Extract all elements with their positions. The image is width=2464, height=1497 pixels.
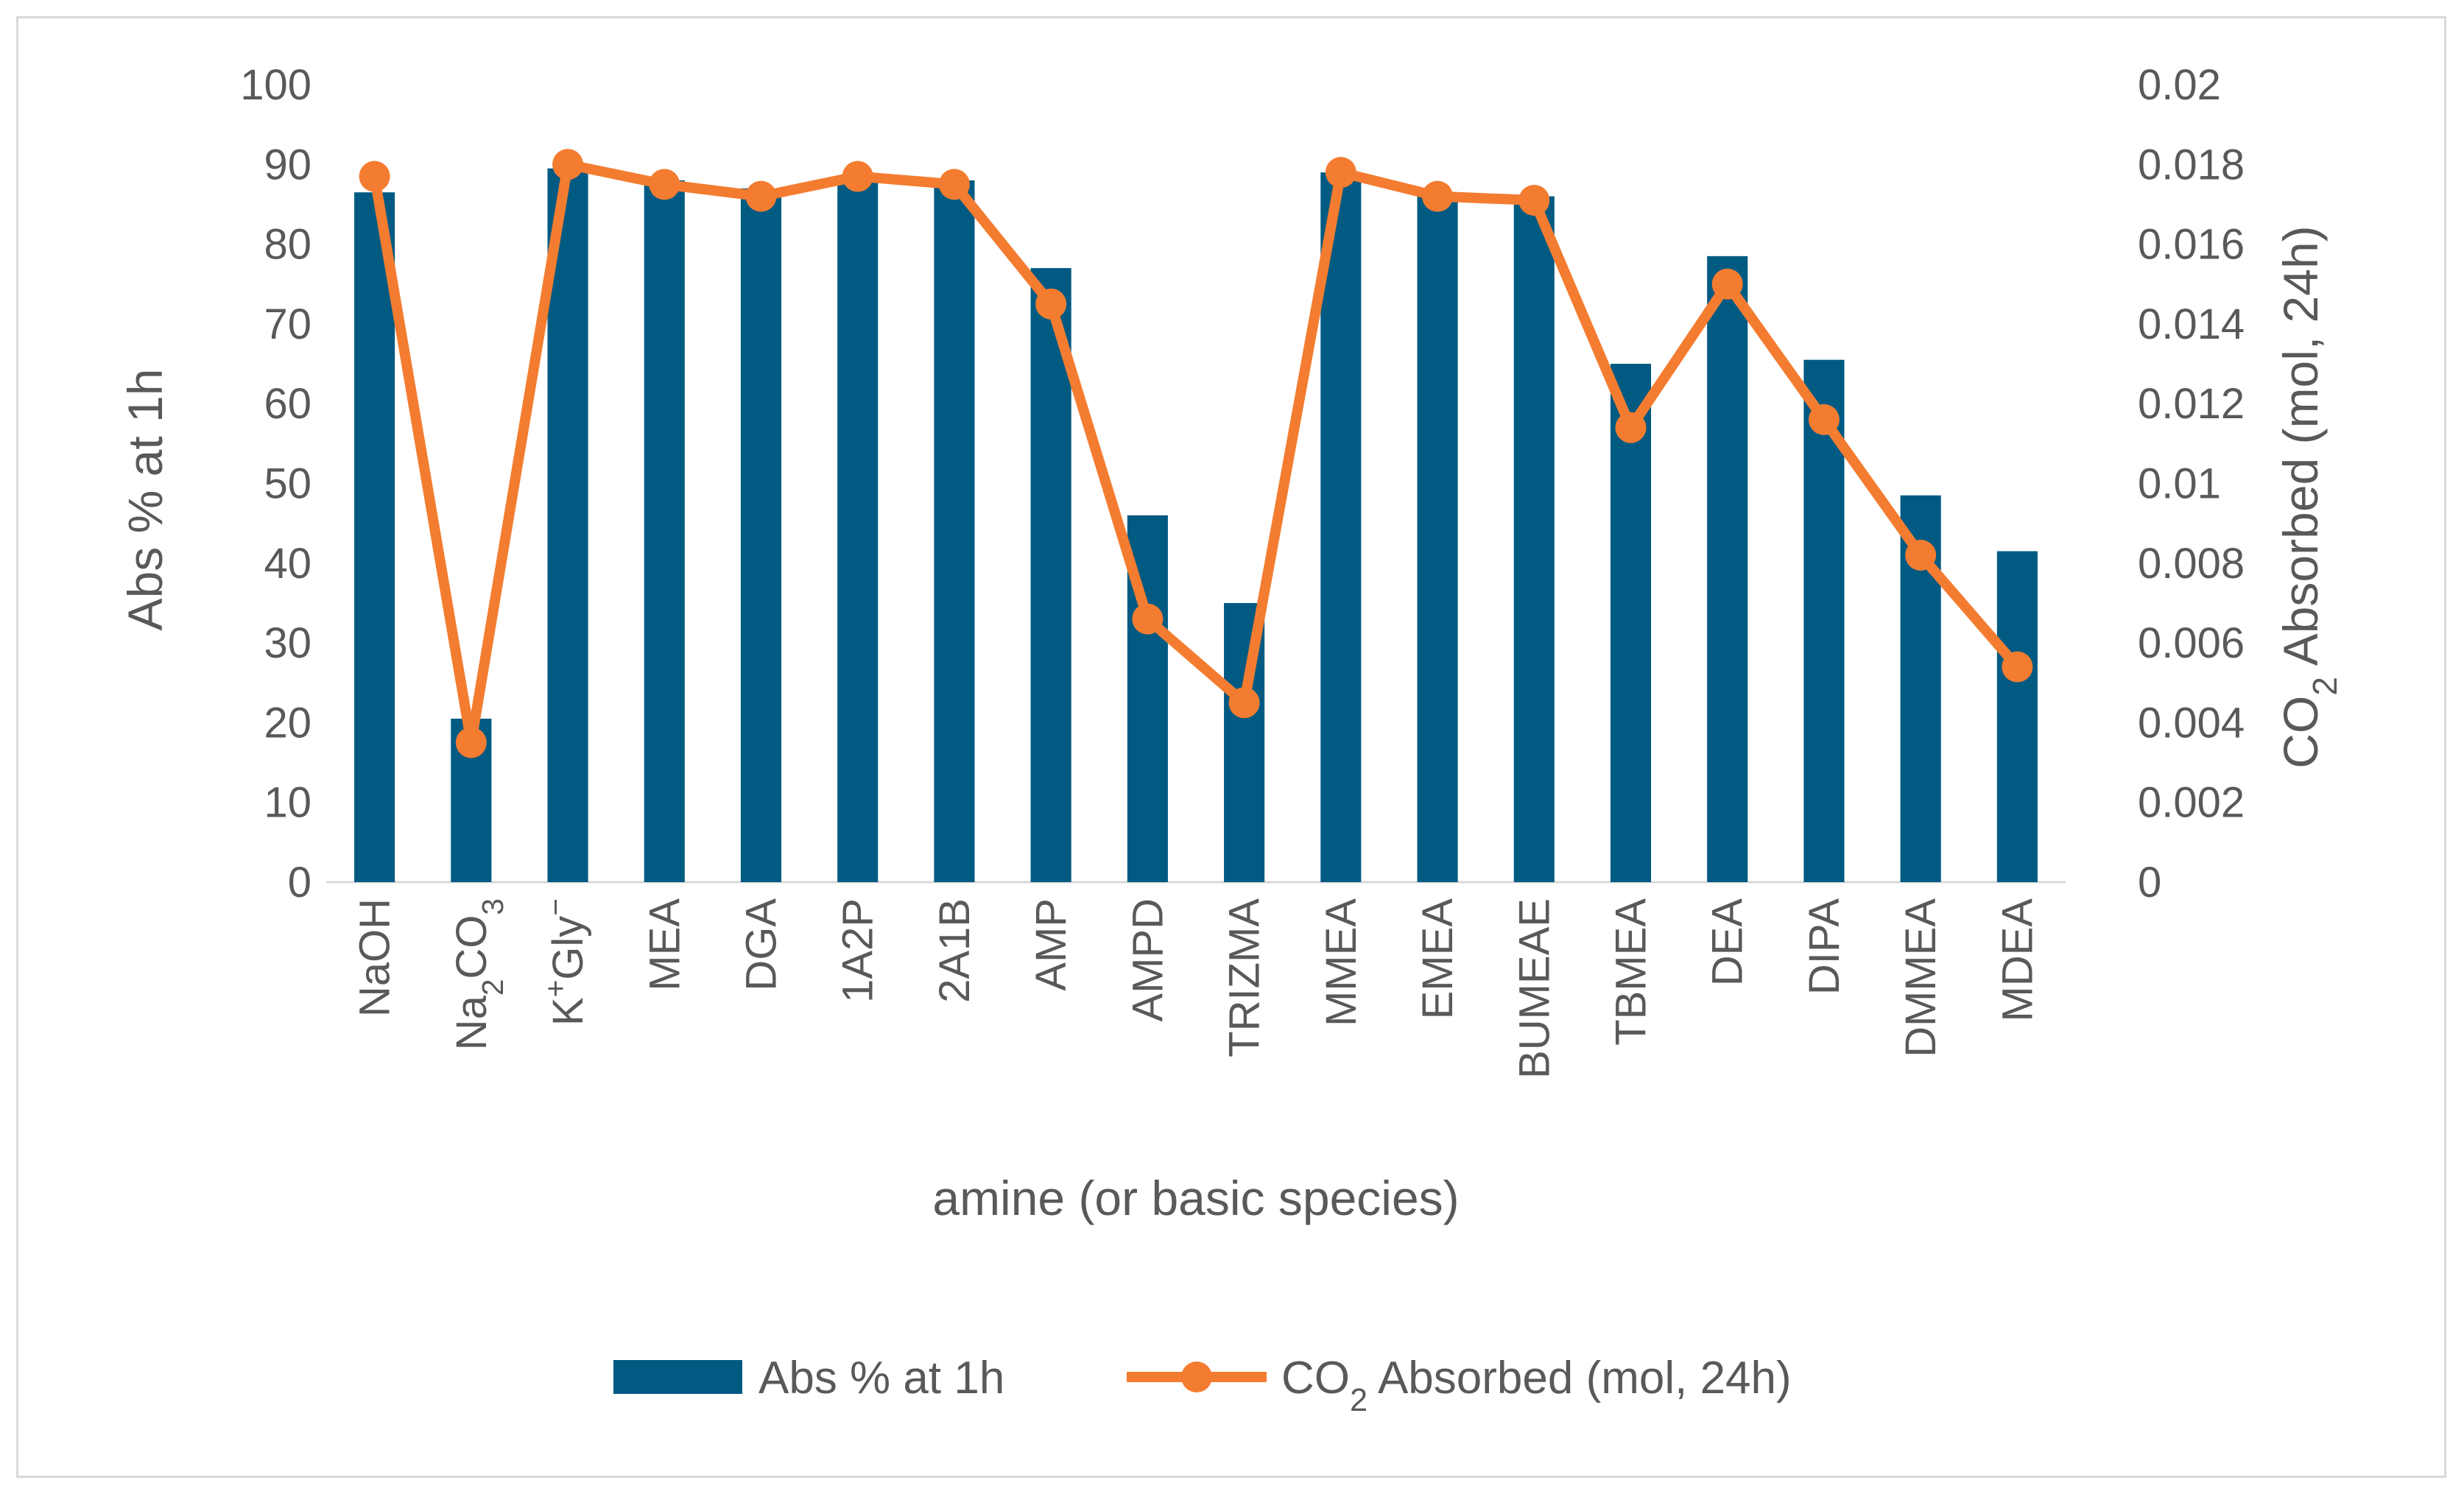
x-axis-title: amine (or basic species) [932,1171,1459,1225]
bar [1320,172,1362,882]
category-labels: NaOH Na2CO3 K+Gly− MEA DGA 1A2P 2A1B AMP AMPD TRI… [351,898,2042,1079]
right-tick-label: 0.012 [2138,380,2245,428]
category-label: TBMEA [1608,898,1655,1046]
category-label: K+Gly− [538,898,592,1026]
left-tick-label: 70 [264,300,311,348]
left-tick-label: 80 [264,221,311,269]
category-label: EMEA [1414,898,1462,1020]
category-label: DMMEA [1897,898,1945,1057]
bar-series [354,168,2038,883]
left-tick-label: 30 [264,619,311,667]
right-axis-ticks: 0 0.002 0.004 0.006 0.008 0.01 0.012 0.014 0.016… [2138,61,2245,906]
right-tick-label: 0.006 [2138,619,2245,667]
bar [644,180,685,882]
category-label: AMP [1027,898,1075,991]
line-marker [1422,180,1454,212]
line-marker [1132,603,1164,635]
legend-line-marker [1181,1362,1212,1392]
bar [354,192,395,882]
left-tick-label: 50 [264,460,311,508]
right-tick-label: 0.014 [2138,300,2245,348]
left-tick-label: 10 [264,779,311,827]
left-tick-label: 100 [240,61,311,109]
bar [837,176,879,883]
right-tick-label: 0.016 [2138,221,2245,269]
left-tick-label: 20 [264,699,311,747]
line-marker [455,727,487,758]
bar [934,180,975,882]
line-marker [359,161,390,192]
category-label: MMEA [1317,898,1365,1026]
category-label: AMPD [1124,898,1172,1022]
legend-bar-swatch [613,1360,742,1394]
right-tick-label: 0.008 [2138,540,2245,588]
right-axis-title: CO2 Absorbed (mol, 24h) [2273,225,2344,768]
co2-line-markers [359,149,2033,758]
line-marker [1518,185,1550,216]
left-tick-label: 40 [264,540,311,588]
legend: Abs % at 1h CO2 Absorbed (mol, 24h) [613,1353,1792,1418]
bar [547,168,588,883]
category-label: DGA [738,898,786,991]
legend-bar-label: Abs % at 1h [758,1353,1004,1403]
category-label: MDEA [1993,898,2041,1022]
category-label: NaOH [351,898,399,1017]
category-label: MEA [641,898,689,991]
category-label: DEA [1704,898,1752,987]
line-marker [649,169,680,200]
left-axis-title: Abs % at 1h [118,369,172,631]
bar [1707,256,1748,883]
left-tick-label: 60 [264,380,311,428]
legend-line-label: CO2 Absorbed (mol, 24h) [1281,1353,1792,1418]
bar [1417,196,1458,882]
line-marker [1228,687,1260,719]
left-tick-label: 90 [264,141,311,189]
line-marker [842,161,873,192]
category-label: 1A2P [834,898,882,1003]
right-tick-label: 0.02 [2138,61,2221,109]
right-tick-label: 0 [2138,859,2161,906]
category-label: BUMEAE [1510,898,1558,1079]
line-marker [1808,404,1840,435]
bar [1996,551,2038,882]
co2-line-series [369,159,2021,748]
right-tick-label: 0.01 [2138,460,2221,508]
line-marker [1711,268,1743,300]
bar [1030,268,1071,883]
chart-frame: 0 10 20 30 40 50 60 70 80 90 100 0 0.002 0.004 0.006 0… [16,16,2446,1478]
right-tick-label: 0.002 [2138,779,2245,827]
line-marker [1905,539,1937,571]
category-label: DIPA [1801,898,1848,995]
right-tick-label: 0.004 [2138,699,2245,747]
bar [1513,196,1555,882]
line-marker [938,169,970,200]
left-axis-ticks: 0 10 20 30 40 50 60 70 80 90 100 [240,61,311,906]
left-tick-label: 0 [288,859,311,906]
line-marker [745,180,777,212]
category-label: TRIZMA [1221,898,1269,1057]
line-marker [1325,157,1356,189]
line-marker [1035,288,1067,320]
line-marker [552,149,584,180]
category-label: 2A1B [931,898,979,1003]
bar [1610,364,1652,882]
bar [740,188,782,883]
category-label: Na2CO3 [448,898,510,1050]
line-marker [2002,651,2033,683]
line-marker [1615,412,1647,443]
right-tick-label: 0.018 [2138,141,2245,189]
